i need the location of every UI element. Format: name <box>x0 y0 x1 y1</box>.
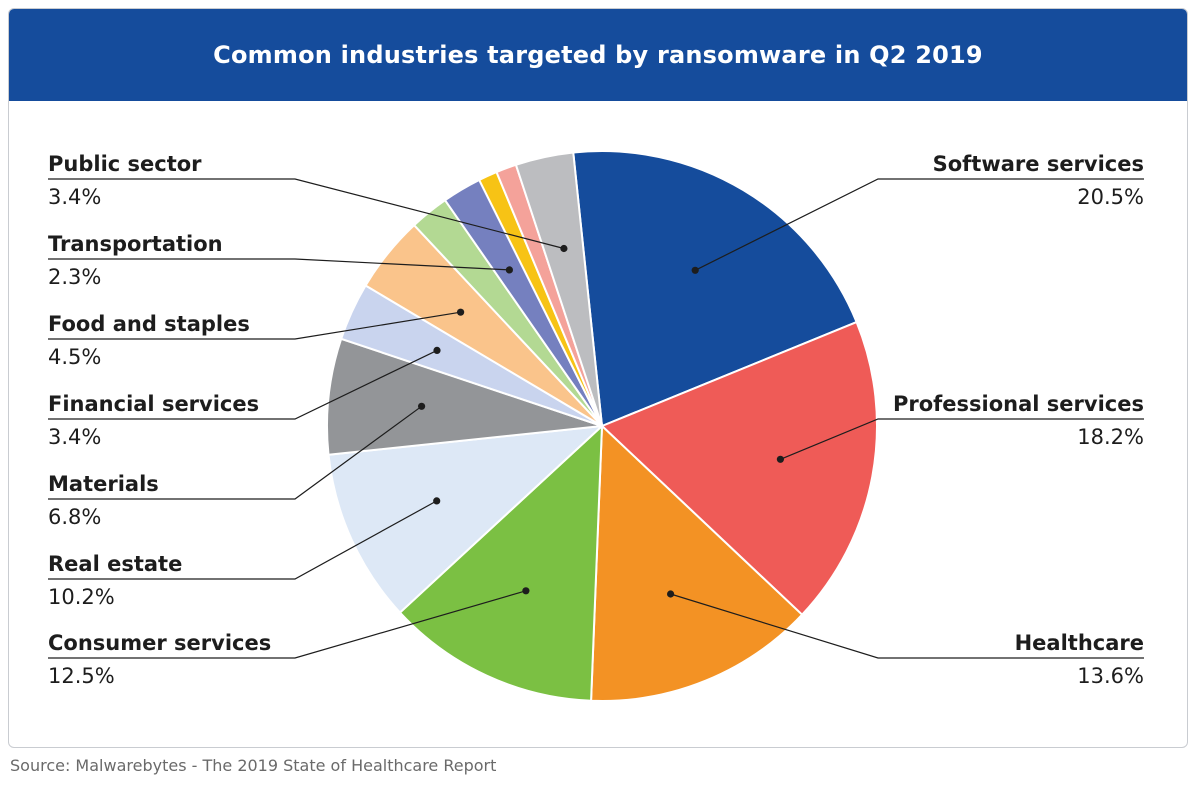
slice-value-professional-services: 18.2% <box>1077 425 1144 449</box>
leader-line-financial-services <box>48 349 438 420</box>
leader-dot-professional-services <box>776 455 785 463</box>
pie-slice-professional-services <box>600 320 878 617</box>
slice-value-consumer-services: 12.5% <box>48 664 115 688</box>
slice-value-healthcare: 13.6% <box>1077 664 1144 688</box>
leader-line-professional-services <box>780 418 1144 460</box>
leader-dot-financial-services <box>433 346 441 354</box>
slice-value-software-services: 20.5% <box>1077 185 1144 209</box>
slice-label-public-sector: Public sector <box>48 152 202 176</box>
pie-slice-software-services <box>572 150 858 428</box>
pie-slice-public-sector <box>514 151 603 427</box>
slice-value-food-and-staples: 4.5% <box>48 345 101 369</box>
leader-dot-materials <box>418 402 426 410</box>
slice-value-financial-services: 3.4% <box>48 425 101 449</box>
source-note: Source: Malwarebytes - The 2019 State of… <box>10 756 497 775</box>
slice-label-transportation: Transportation <box>48 232 223 256</box>
slice-label-real-estate: Real estate <box>48 552 182 576</box>
slice-value-public-sector: 3.4% <box>48 185 101 209</box>
slice-label-healthcare: Healthcare <box>1015 631 1144 655</box>
leader-line-real-estate <box>48 500 437 580</box>
leader-line-transportation <box>48 258 510 271</box>
leader-dot-food-and-staples <box>457 308 465 316</box>
leader-line-food-and-staples <box>48 311 461 340</box>
leader-dot-software-services <box>691 266 699 274</box>
pie-slice-consumer-services <box>398 423 604 702</box>
slice-label-consumer-services: Consumer services <box>48 631 271 655</box>
leader-dot-transportation <box>505 266 513 274</box>
slice-value-materials: 6.8% <box>48 505 101 529</box>
leader-line-materials <box>48 405 422 500</box>
leader-line-public-sector <box>48 178 565 250</box>
chart-title: Common industries targeted by ransomware… <box>213 41 983 69</box>
leader-dot-healthcare <box>667 590 675 598</box>
slice-value-transportation: 2.3% <box>48 265 101 289</box>
leader-dot-public-sector <box>560 244 568 253</box>
slice-label-professional-services: Professional services <box>893 392 1144 416</box>
slice-value-real-estate: 10.2% <box>48 585 115 609</box>
leader-line-consumer-services <box>48 590 527 659</box>
chart-header: Common industries targeted by ransomware… <box>9 9 1187 101</box>
leader-line-healthcare <box>670 593 1144 659</box>
slice-label-software-services: Software services <box>933 152 1144 176</box>
leader-dot-real-estate <box>433 497 441 505</box>
pie-slice-real-estate <box>327 424 605 614</box>
leader-dot-consumer-services <box>522 587 530 595</box>
slice-label-materials: Materials <box>48 472 159 496</box>
leader-line-software-services <box>694 178 1144 271</box>
slice-label-food-and-staples: Food and staples <box>48 312 250 336</box>
slice-label-financial-services: Financial services <box>48 392 259 416</box>
